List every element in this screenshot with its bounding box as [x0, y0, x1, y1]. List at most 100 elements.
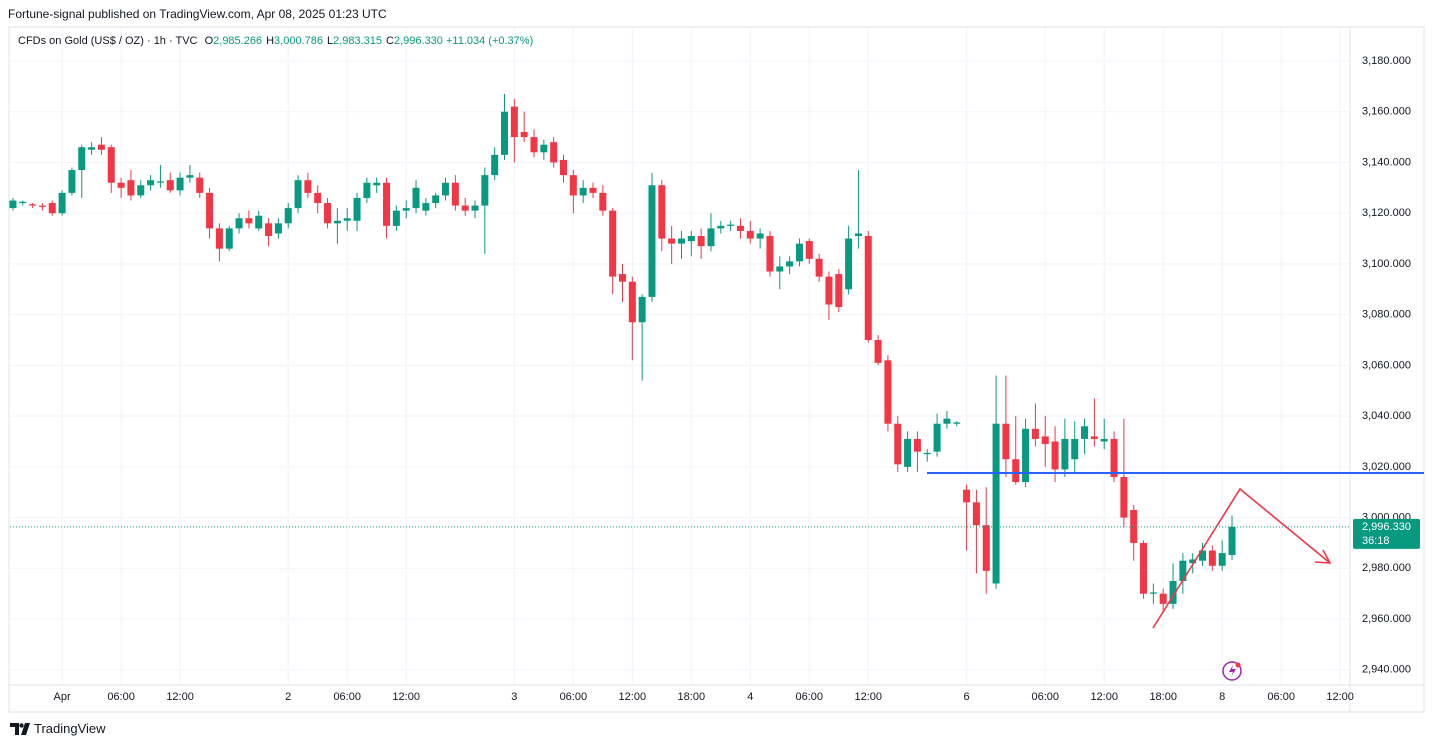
candle-body — [422, 203, 430, 211]
candle-body — [333, 220, 341, 224]
candle-body — [19, 201, 27, 204]
candle-body — [550, 142, 558, 163]
candle-body — [501, 111, 509, 155]
candle-body — [1022, 428, 1030, 483]
candle-body — [1051, 441, 1059, 470]
x-tick-label: 3 — [511, 691, 517, 703]
candle-body — [638, 296, 646, 323]
candle-body — [343, 218, 351, 221]
candle-body — [845, 238, 853, 290]
countdown-label: 36:18 — [1362, 535, 1390, 547]
x-tick-label: Apr — [54, 691, 71, 703]
candle-body — [776, 266, 784, 272]
candle-body — [1199, 550, 1207, 561]
candle-body — [963, 489, 971, 503]
candle-body — [58, 192, 66, 214]
candle-body — [805, 241, 813, 259]
candle-body — [884, 360, 892, 424]
candle-body — [874, 340, 882, 363]
x-tick-label: 06:00 — [107, 691, 135, 703]
candle-body — [1041, 436, 1049, 445]
x-tick-label: 12:00 — [392, 691, 420, 703]
candle-body — [1061, 438, 1069, 470]
candle-body — [854, 233, 862, 237]
candle-body — [786, 261, 794, 267]
event-icon-dot — [1235, 662, 1241, 668]
candle-body — [1208, 550, 1216, 566]
candle-body — [569, 175, 577, 196]
candle-body — [284, 208, 292, 224]
candle-body — [1149, 592, 1157, 594]
candle-body — [972, 502, 980, 526]
candle-body — [97, 144, 105, 150]
candle-body — [186, 175, 194, 178]
candle-body — [1140, 542, 1148, 594]
candle-body — [766, 236, 774, 272]
change: +11.034 (+0.37%) — [445, 35, 534, 47]
x-tick-label: 18:00 — [678, 691, 706, 703]
candle-body — [1012, 459, 1020, 483]
x-tick-label: 06:00 — [796, 691, 824, 703]
x-tick-label: 12:00 — [1326, 691, 1354, 703]
legend-key: L — [326, 35, 334, 47]
x-tick-label: 12:00 — [619, 691, 647, 703]
candle-body — [1169, 580, 1177, 604]
candle-body — [913, 438, 921, 452]
candle-body — [9, 200, 17, 209]
event-icon[interactable] — [1222, 661, 1242, 681]
candle-body — [1159, 593, 1167, 604]
legend-key: H — [266, 35, 275, 47]
candle-body — [953, 422, 961, 424]
candle-body — [1228, 526, 1236, 555]
candle-body — [29, 204, 37, 206]
y-tick-label: 3,100.000 — [1362, 258, 1411, 270]
y-tick-label: 3,020.000 — [1362, 461, 1411, 473]
candle-body — [48, 203, 56, 214]
candle-body — [392, 210, 400, 226]
candle-body — [795, 243, 803, 262]
candle-body — [206, 192, 214, 229]
candle-body — [147, 180, 155, 186]
candle-body — [68, 170, 76, 193]
x-tick-label: 12:00 — [855, 691, 883, 703]
candle-body — [756, 233, 764, 239]
candle-body — [353, 197, 361, 221]
publish-credit: Fortune-signal published on TradingView.… — [8, 7, 387, 21]
last-price-box — [1353, 518, 1420, 549]
y-tick-label: 3,040.000 — [1362, 410, 1411, 422]
candle-body — [481, 175, 489, 206]
candle-body — [304, 180, 312, 193]
candle-body — [402, 208, 410, 211]
candle-body — [107, 147, 115, 183]
x-tick-label: 06:00 — [1267, 691, 1295, 703]
candle-body — [1090, 436, 1098, 439]
candle-body — [1100, 438, 1108, 442]
x-tick-label: 12:00 — [166, 691, 194, 703]
candle-body — [1110, 438, 1118, 477]
candle-body — [265, 223, 273, 237]
x-tick-label: 06:00 — [1031, 691, 1059, 703]
candle-body — [314, 192, 322, 204]
candle-body — [864, 236, 872, 341]
candle-body — [255, 215, 263, 229]
ohlc-legend: CFDs on Gold (US$ / OZ) · 1h · TVC O2,98… — [18, 35, 533, 47]
grid — [10, 28, 1350, 685]
candle-body — [943, 418, 951, 424]
x-tick-label: 6 — [964, 691, 970, 703]
ohlc-values: O2,985.266 H3,000.786 L2,983.315 C2,996.330 — [201, 35, 443, 47]
candle-body — [992, 423, 1000, 584]
brand: TradingView — [34, 721, 106, 736]
candle-body — [383, 182, 391, 226]
candle-body — [835, 274, 843, 308]
x-tick-label: 18:00 — [1149, 691, 1177, 703]
candle-body — [294, 180, 302, 209]
symbol: CFDs on Gold (US$ / OZ) · 1h · TVC — [18, 35, 198, 47]
logo — [10, 722, 30, 735]
candle-body — [451, 182, 459, 206]
candle-body — [618, 274, 626, 282]
y-tick-label: 3,180.000 — [1362, 55, 1411, 67]
x-tick-label: 12:00 — [1090, 691, 1118, 703]
candle-body — [166, 180, 174, 191]
candle-body — [894, 423, 902, 465]
legend-key: C — [386, 35, 394, 47]
